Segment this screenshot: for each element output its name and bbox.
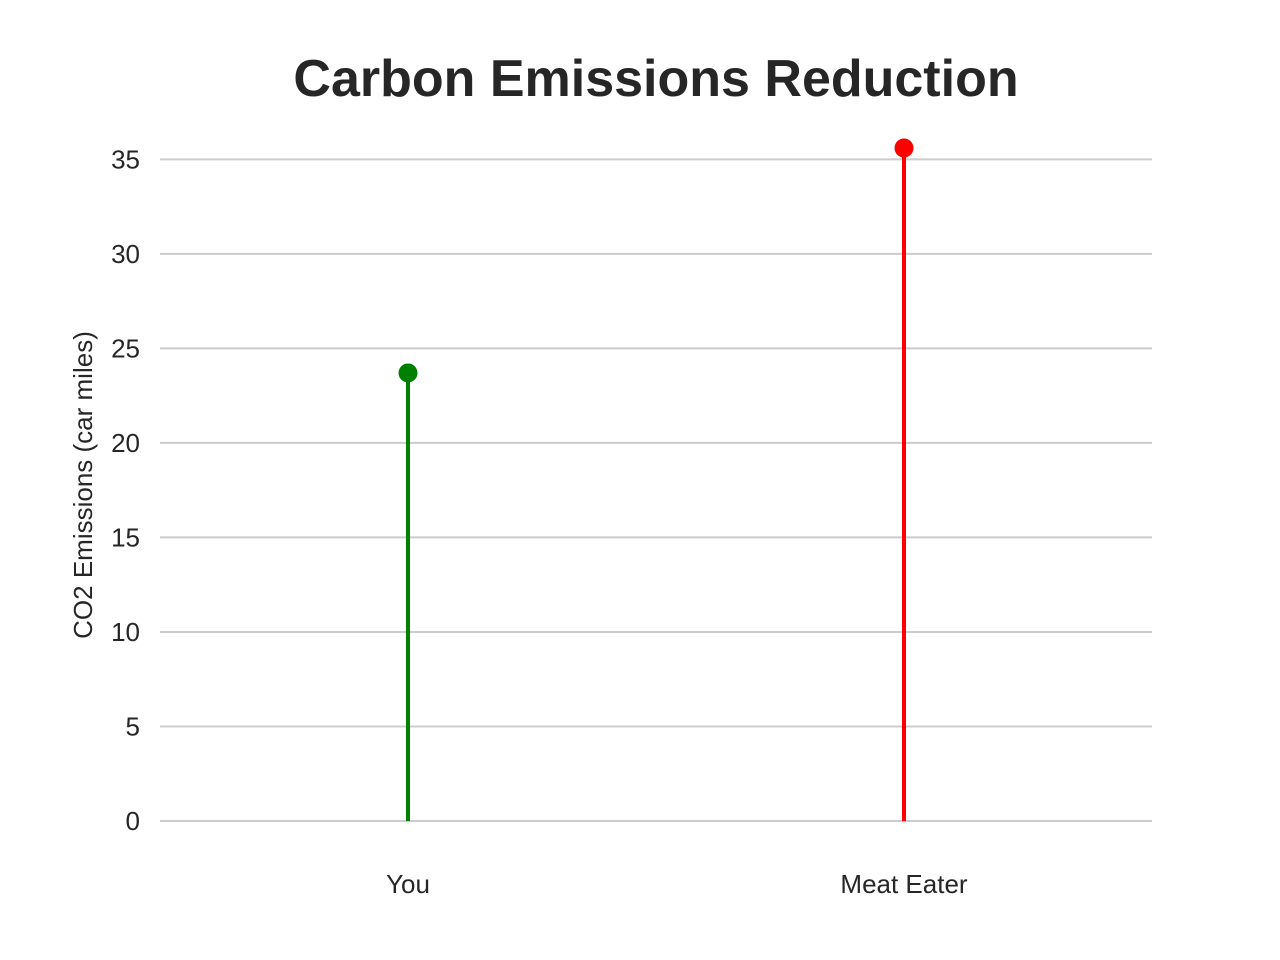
y-tick-label: 5	[126, 711, 140, 741]
y-tick-label: 20	[111, 428, 140, 458]
x-tick-label: Meat Eater	[840, 869, 968, 899]
y-tick-label: 0	[126, 806, 140, 836]
y-tick-label: 15	[111, 522, 140, 552]
y-tick-label: 30	[111, 239, 140, 269]
y-tick-label: 10	[111, 617, 140, 647]
x-tick-label: You	[386, 869, 430, 899]
y-tick-label: 35	[111, 144, 140, 174]
y-axis-label: CO2 Emissions (car miles)	[68, 331, 98, 639]
y-axis-ticks: 0 5 10 15 20 25 30 35	[111, 144, 140, 836]
x-axis-ticks: You Meat Eater	[386, 869, 968, 899]
chart-title: Carbon Emissions Reduction	[293, 50, 1018, 108]
lollipop-point	[398, 363, 418, 383]
gridlines	[160, 158, 1152, 822]
lollipop-marks	[398, 138, 914, 821]
lollipop-point	[894, 138, 914, 158]
y-tick-label: 25	[111, 333, 140, 363]
